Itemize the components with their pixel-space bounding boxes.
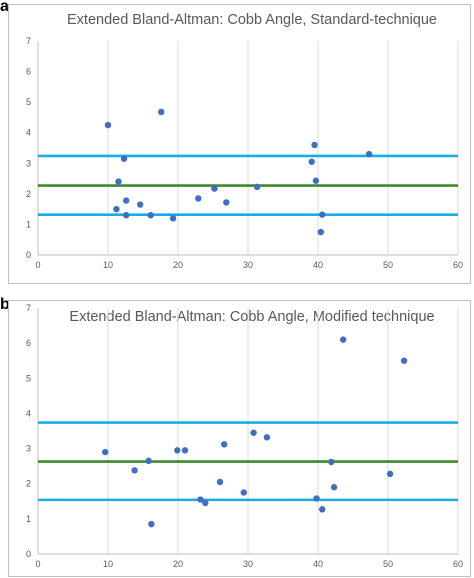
data-point (313, 495, 320, 502)
x-tick-label: 40 (313, 559, 323, 569)
x-tick-label: 0 (35, 260, 40, 270)
data-point (113, 205, 120, 213)
data-point (328, 458, 335, 466)
y-tick-label: 0 (26, 250, 31, 260)
data-point (115, 178, 122, 185)
y-tick-label: 1 (26, 219, 31, 229)
data-point (340, 336, 347, 343)
y-tick-label: 5 (26, 373, 31, 383)
y-tick-label: 7 (26, 36, 31, 46)
y-tick-label: 6 (26, 338, 31, 348)
y-tick-label: 6 (26, 67, 31, 77)
data-point (148, 520, 155, 528)
x-tick-label: 60 (453, 260, 463, 270)
y-tick-label: 4 (26, 128, 31, 138)
data-point (311, 141, 318, 149)
x-tick-label: 0 (35, 559, 40, 569)
x-tick-label: 40 (313, 260, 323, 270)
chart-panel-a: Extended Bland-Altman: Cobb Angle, Stand… (8, 4, 471, 284)
data-point (120, 155, 128, 162)
data-point (169, 215, 177, 222)
x-tick-label: 20 (173, 260, 183, 270)
data-point (250, 429, 257, 436)
y-tick-label: 3 (26, 444, 31, 454)
chart-a-canvas: Extended Bland-Altman: Cobb Angle, Stand… (26, 12, 463, 270)
y-tick-label: 5 (26, 97, 31, 107)
data-point (400, 357, 408, 364)
x-tick-label: 50 (383, 559, 393, 569)
data-point (253, 183, 261, 191)
data-point (137, 201, 144, 208)
data-point (221, 441, 228, 448)
data-point (330, 484, 338, 491)
data-point (104, 121, 112, 129)
chart-b-canvas: Extended Bland-Altman: Cobb Angle, Modif… (26, 303, 463, 569)
data-point (174, 447, 181, 454)
y-tick-label: 2 (26, 479, 31, 489)
y-tick-label: 2 (26, 189, 31, 199)
data-point (147, 212, 154, 219)
data-point (158, 108, 165, 116)
chart-panel-b: Extended Bland-Altman: Cobb Angle, Modif… (8, 300, 471, 577)
data-point (123, 212, 130, 219)
data-point (223, 199, 230, 206)
x-tick-label: 20 (173, 559, 183, 569)
data-point (240, 489, 247, 496)
data-point (102, 448, 109, 456)
data-point (211, 185, 218, 192)
data-point (202, 499, 209, 507)
data-point (181, 447, 189, 454)
y-tick-label: 1 (26, 514, 31, 524)
x-tick-label: 10 (103, 260, 113, 270)
data-point (365, 150, 373, 158)
data-point (263, 434, 271, 441)
data-point (312, 177, 320, 184)
panel-a-label: a (0, 0, 9, 15)
x-tick-label: 10 (103, 559, 113, 569)
data-point (195, 195, 202, 202)
y-tick-label: 7 (26, 303, 31, 313)
data-point (197, 496, 204, 503)
y-tick-label: 0 (26, 549, 31, 559)
data-point (386, 470, 394, 478)
data-point (319, 506, 326, 513)
data-point (317, 228, 324, 236)
data-point (308, 158, 315, 165)
data-point (123, 197, 130, 204)
chart-title: Extended Bland-Altman: Cobb Angle, Modif… (69, 309, 434, 325)
data-point (131, 467, 138, 474)
chart-title: Extended Bland-Altman: Cobb Angle, Stand… (67, 12, 437, 28)
x-tick-label: 50 (383, 260, 393, 270)
y-tick-label: 4 (26, 408, 31, 418)
data-point (319, 211, 326, 218)
x-tick-label: 30 (243, 559, 253, 569)
data-point (145, 457, 152, 465)
x-tick-label: 30 (243, 260, 253, 270)
data-point (216, 478, 224, 486)
y-tick-label: 3 (26, 158, 31, 168)
panel-b-label: b (0, 296, 10, 313)
x-tick-label: 60 (453, 559, 463, 569)
